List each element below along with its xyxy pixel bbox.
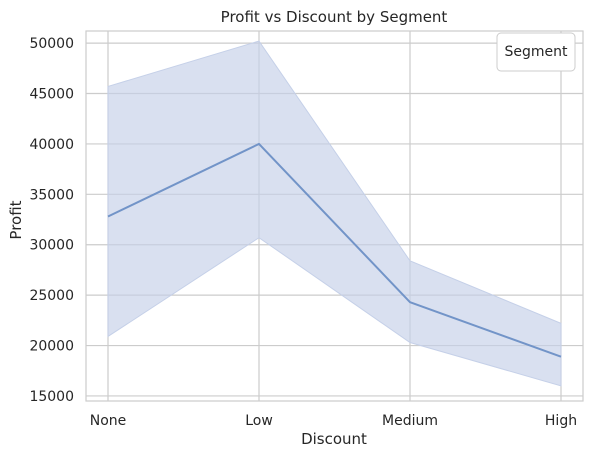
confidence-band	[107, 40, 562, 387]
legend-title: Segment	[505, 44, 569, 60]
legend-box	[496, 32, 576, 72]
x-tick-label: High	[545, 413, 577, 429]
y-tick-label: 15000	[29, 389, 74, 405]
x-tick-label: None	[90, 413, 127, 429]
series-line	[107, 142, 562, 358]
y-tick-label: 40000	[29, 137, 74, 153]
confidence-bands	[107, 40, 562, 387]
x-axis-title: Discount	[301, 430, 367, 448]
plot-frame	[85, 30, 584, 402]
legend: Segment	[496, 32, 576, 72]
y-tick-labels: 15000 20000 25000 30000 35000 40000 45000 50000	[29, 36, 74, 405]
y-tick-label: 50000	[29, 36, 74, 52]
y-tick-label: 30000	[29, 238, 74, 254]
y-tick-label: 45000	[29, 87, 74, 103]
series-lines	[107, 142, 562, 358]
y-tick-label: 35000	[29, 187, 74, 203]
y-tick-label: 25000	[29, 288, 74, 304]
y-axis-title: Profit	[7, 200, 25, 239]
x-tick-label: Low	[245, 413, 273, 429]
chart-title: Profit vs Discount by Segment	[221, 8, 448, 26]
y-tick-label: 20000	[29, 339, 74, 355]
x-tick-label: Medium	[382, 413, 438, 429]
x-tick-labels: None Low Medium High	[90, 413, 577, 429]
